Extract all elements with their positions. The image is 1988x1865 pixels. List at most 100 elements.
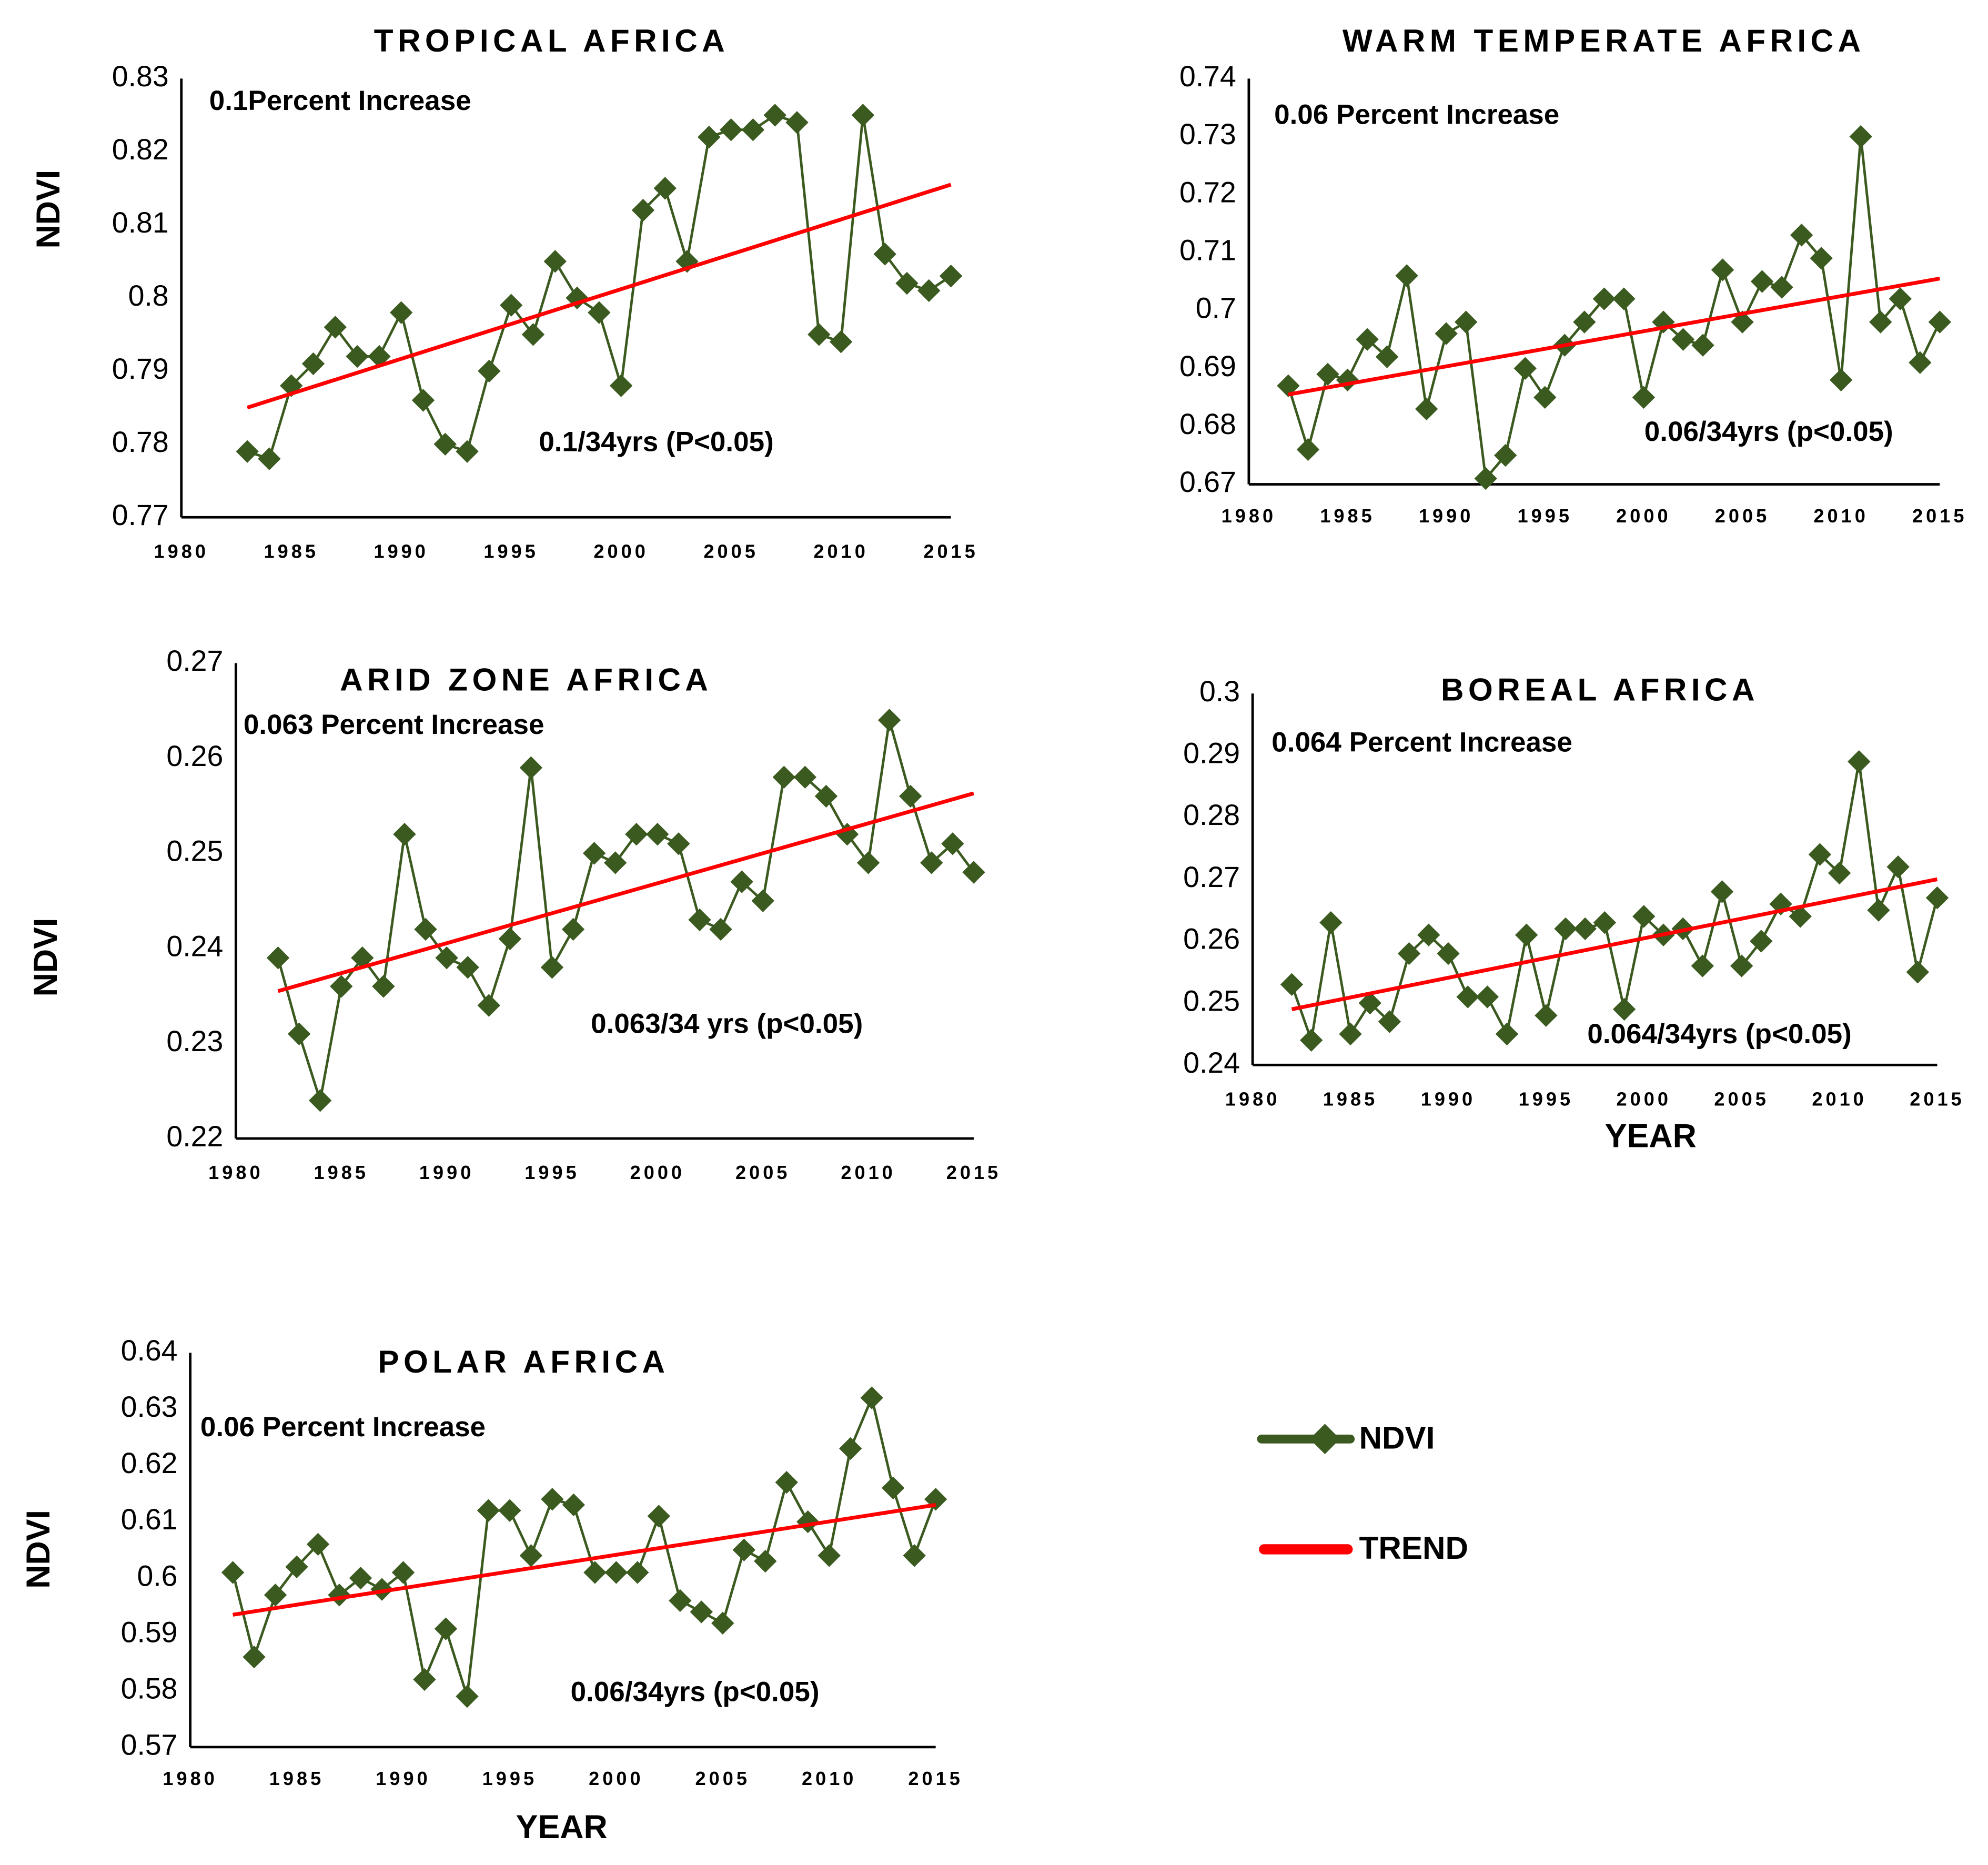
y-tick-label: 0.27 (1183, 861, 1240, 893)
x-tick-label: 2000 (1616, 505, 1671, 527)
y-axis-label: NDVI (27, 918, 64, 997)
ndvi-marker (903, 1544, 926, 1567)
ndvi-marker (763, 104, 786, 127)
annotation: 0.064 Percent Increase (1271, 727, 1572, 758)
trend-line (233, 1503, 936, 1617)
ndvi-marker (324, 316, 347, 339)
ndvi-marker (1454, 310, 1478, 334)
x-tick-label: 1990 (374, 540, 428, 562)
ndvi-marker (285, 1555, 308, 1578)
ndvi-marker (851, 104, 875, 127)
ndvi-marker (243, 1645, 266, 1669)
x-tick-label: 2000 (1617, 1088, 1671, 1110)
ndvi-marker (1770, 276, 1793, 299)
y-tick-label: 0.73 (1179, 118, 1236, 150)
ndvi-marker (1417, 923, 1440, 946)
ndvi-marker (604, 1561, 628, 1584)
ndvi-marker (477, 1499, 500, 1522)
ndvi-marker (1573, 310, 1596, 334)
ndvi-marker (1336, 368, 1359, 391)
ndvi-marker (1849, 125, 1872, 148)
ndvi-marker (1889, 287, 1912, 310)
x-tick-label: 1995 (482, 1768, 537, 1789)
ndvi-marker (346, 345, 369, 368)
ndvi-marker (258, 447, 281, 470)
y-tick-label: 0.58 (121, 1672, 178, 1705)
ndvi-marker (772, 765, 795, 789)
ndvi-line (231, 1394, 937, 1697)
ndvi-marker (1869, 310, 1892, 334)
x-tick-label: 1980 (1222, 505, 1276, 527)
ndvi-marker (372, 975, 395, 998)
ndvi-marker (741, 118, 765, 142)
ndvi-marker (434, 1617, 458, 1640)
x-tick-label: 1985 (269, 1768, 324, 1789)
ndvi-marker (1671, 328, 1695, 351)
ndvi-marker (1277, 374, 1300, 397)
y-tick-label: 0.6 (137, 1559, 177, 1592)
y-tick-label: 0.25 (1183, 984, 1240, 1017)
ndvi-marker (287, 1022, 311, 1045)
y-tick-label: 0.79 (112, 352, 169, 385)
ndvi-marker (498, 1499, 521, 1522)
ndvi-marker (1790, 224, 1813, 247)
ndvi-marker (1828, 861, 1851, 885)
x-tick-label: 2000 (593, 540, 648, 562)
x-tick-label: 2000 (589, 1768, 643, 1789)
y-tick-label: 0.83 (112, 60, 169, 93)
ndvi-marker (1573, 917, 1597, 941)
ndvi-marker (962, 861, 985, 884)
y-tick-label: 0.26 (166, 740, 223, 772)
ndvi-marker (1494, 443, 1517, 467)
x-tick-label: 1980 (208, 1162, 263, 1183)
ndvi-line (247, 114, 952, 461)
ndvi-marker (411, 389, 435, 412)
y-tick-label: 0.64 (121, 1334, 178, 1367)
ndvi-marker (1592, 287, 1616, 310)
y-tick-label: 0.24 (1183, 1046, 1240, 1079)
ndvi-marker (609, 374, 633, 397)
y-tick-label: 0.27 (166, 644, 223, 677)
ndvi-marker (631, 198, 655, 222)
ndvi-marker (264, 1584, 287, 1607)
ndvi-marker (1612, 997, 1636, 1021)
y-tick-label: 0.29 (1183, 737, 1240, 770)
x-tick-label: 1985 (1323, 1088, 1378, 1110)
y-tick-label: 0.71 (1179, 234, 1236, 267)
ndvi-marker (1710, 880, 1734, 903)
ndvi-marker (698, 125, 721, 149)
ndvi-marker (856, 851, 880, 874)
y-tick-label: 0.7 (1196, 292, 1236, 325)
ndvi-marker (519, 1544, 543, 1567)
x-tick-label: 2015 (923, 540, 978, 562)
ndvi-marker (1711, 258, 1734, 281)
x-tick-label: 2005 (1715, 505, 1770, 527)
ndvi-marker (1339, 1022, 1362, 1046)
y-tick-label: 0.67 (1179, 466, 1236, 498)
ndvi-marker (456, 440, 479, 463)
ndvi-line (277, 720, 975, 1101)
ndvi-marker (1554, 917, 1577, 941)
chart-title: BOREAL AFRICA (1441, 672, 1759, 708)
ndvi-marker (814, 784, 838, 808)
ndvi-marker (1296, 438, 1320, 461)
ndvi-marker (917, 279, 941, 303)
y-tick-label: 0.81 (112, 206, 169, 239)
ndvi-marker (389, 301, 413, 324)
ndvi-marker (895, 271, 919, 295)
ndvi-marker (1909, 351, 1932, 374)
ndvi-marker (393, 823, 416, 846)
ndvi-marker (456, 956, 479, 979)
y-tick-label: 0.77 (112, 499, 169, 531)
ndvi-marker (818, 1544, 841, 1567)
y-tick-label: 0.3 (1199, 675, 1240, 708)
ndvi-marker (498, 927, 522, 951)
ndvi-marker (860, 1386, 883, 1409)
trend-line (1288, 276, 1940, 397)
ndvi-marker (1829, 368, 1853, 391)
y-tick-label: 0.72 (1179, 176, 1236, 208)
ndvi-marker (499, 294, 523, 317)
legend-swatch (1309, 1424, 1340, 1455)
x-tick-label: 1995 (1518, 505, 1572, 527)
x-tick-label: 1990 (1421, 1088, 1476, 1110)
